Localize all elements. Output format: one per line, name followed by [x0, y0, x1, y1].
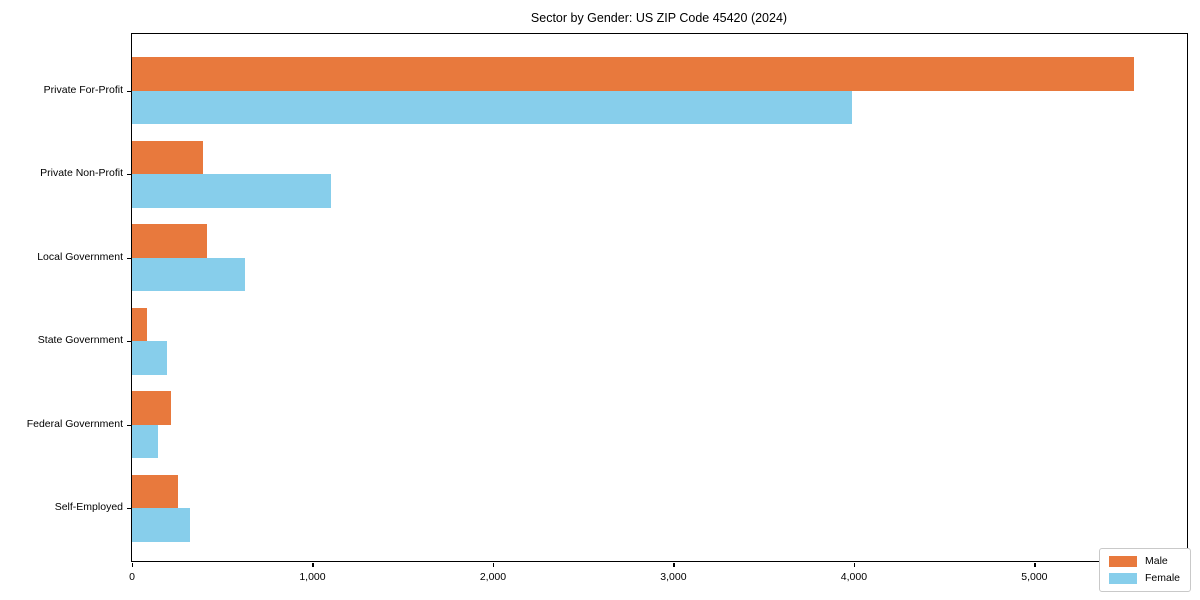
x-tick-label: 4,000 — [840, 571, 868, 583]
bar-female-3 — [132, 341, 168, 375]
x-tick-mark — [853, 563, 856, 567]
bar-male-2 — [132, 224, 207, 258]
bar-female-1 — [132, 174, 332, 208]
bar-female-4 — [132, 424, 159, 458]
x-tick-label: 5,000 — [1021, 571, 1048, 583]
x-tick-label: 2,000 — [479, 571, 507, 583]
x-tick-mark — [312, 563, 314, 567]
category-label: Self-Employed — [54, 501, 123, 513]
category-label: Private Non-Profit — [40, 167, 123, 179]
bar-male-4 — [132, 391, 171, 425]
bar-female-2 — [132, 257, 245, 291]
x-tick-mark — [492, 563, 495, 567]
x-tick-mark — [132, 563, 134, 567]
bar-male-0 — [132, 57, 1134, 91]
category-label: State Government — [37, 334, 123, 346]
bar-female-5 — [132, 508, 190, 542]
bar-male-5 — [132, 474, 179, 508]
x-tick-mark — [673, 563, 675, 567]
x-tick-label: 1,000 — [299, 571, 326, 583]
y-tick-mark — [126, 424, 131, 426]
legend-row-male: Male — [1108, 555, 1180, 568]
x-tick-label: 3,000 — [660, 571, 687, 583]
category-label: Private For-Profit — [43, 83, 123, 96]
y-tick-mark — [126, 341, 131, 343]
category-label: Federal Government — [26, 417, 123, 430]
y-tick-mark — [126, 90, 131, 92]
bar-male-3 — [132, 307, 148, 341]
y-tick-mark — [126, 257, 131, 259]
legend-label-female: Female — [1144, 572, 1180, 585]
bar-female-0 — [132, 90, 853, 124]
legend-label-male: Male — [1144, 555, 1168, 568]
plot-area: 0 1,000 2,000 3,000 4,000 5,000 — [126, 33, 1188, 583]
y-tick-mark — [126, 174, 131, 176]
legend-swatch-male — [1108, 556, 1137, 567]
legend-swatch-female — [1108, 573, 1137, 584]
y-tick-mark — [126, 508, 131, 510]
legend: Male Female — [1098, 548, 1191, 592]
legend-row-female: Female — [1108, 572, 1180, 585]
x-tick-label: 0 — [129, 571, 135, 583]
chart-title: Sector by Gender: US ZIP Code 45420 (202… — [530, 11, 788, 25]
category-label: Local Government — [37, 250, 123, 263]
x-tick-mark — [1034, 563, 1036, 567]
bar-male-1 — [132, 140, 204, 174]
